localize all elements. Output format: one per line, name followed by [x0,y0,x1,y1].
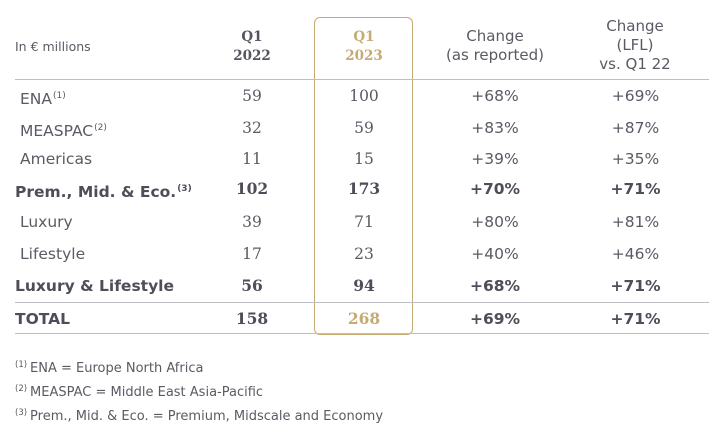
cell-q1-2023: 15 [354,150,374,168]
cell-change-lfl: +46% [611,245,660,263]
footnote-2: (2) MEASPAC = Middle East Asia-Pacific [15,384,264,400]
col-header-change-reported-line1: Change [466,27,524,45]
cell-q1-2022: 32 [242,119,262,137]
cell-q1-2023: 100 [349,87,379,105]
total-rule [15,302,709,303]
cell-change-reported: +70% [469,180,521,198]
table-row-prem-mid-eco: Prem., Mid. & Eco.(3) 102 173 +70% +71% [0,174,720,204]
col-header-change-lfl-line3: vs. Q1 22 [599,55,671,73]
cell-q1-2022: 59 [242,87,262,105]
highlight-column-frame [314,17,413,335]
cell-change-reported: +69% [469,310,521,328]
col-header-change-reported: Change (as reported) [425,27,565,65]
cell-change-reported: +39% [471,150,519,168]
units-caption: In € millions [15,39,91,54]
cell-change-lfl: +71% [610,277,661,295]
cell-q1-2023: 268 [347,309,381,328]
footnote-ref: (1) [53,91,66,101]
col-header-change-lfl-line2: (LFL) [616,36,654,54]
cell-q1-2023: 71 [354,213,374,231]
col-header-q1-2022: Q1 2022 [212,28,292,66]
col-header-change-lfl: Change (LFL) vs. Q1 22 [570,17,700,74]
footnote-ref: (2) [94,123,107,133]
row-label: MEASPAC(2) [20,122,107,140]
footnote-mark: (2) [15,384,28,394]
cell-change-reported: +80% [471,213,519,231]
table-row-luxury: Luxury 39 71 +80% +81% [0,207,720,237]
row-label: Prem., Mid. & Eco.(3) [15,183,192,201]
footnote-3: (3) Prem., Mid. & Eco. = Premium, Midscal… [15,408,384,424]
col-header-q1-2023: Q1 2023 [324,28,404,66]
cell-q1-2023: 94 [353,276,375,295]
cell-q1-2022: 11 [242,150,262,168]
cell-q1-2022: 102 [235,179,269,198]
cell-change-lfl: +69% [611,87,660,105]
cell-change-reported: +40% [471,245,519,263]
col-header-q1-2022-line1: Q1 [241,29,263,45]
table-row-measpac: MEASPAC(2) 32 59 +83% +87% [0,113,720,143]
cell-q1-2022: 158 [235,309,269,328]
footer-rule [15,333,709,334]
col-header-change-reported-line2: (as reported) [445,46,545,64]
cell-q1-2022: 17 [242,245,262,263]
cell-q1-2023: 23 [354,245,374,263]
row-label: TOTAL [15,310,70,328]
footnote-mark: (3) [15,408,28,418]
cell-q1-2023: 173 [347,179,381,198]
cell-change-lfl: +35% [611,150,660,168]
table-row-total: TOTAL 158 268 +69% +71% [0,304,720,334]
cell-change-reported: +68% [469,277,521,295]
cell-q1-2022: 56 [241,276,263,295]
row-label: ENA(1) [20,90,66,108]
header-rule [15,79,709,80]
table-row-americas: Americas 11 15 +39% +35% [0,144,720,174]
table-row-luxury-lifestyle: Luxury & Lifestyle 56 94 +68% +71% [0,271,720,301]
cell-change-lfl: +81% [611,213,660,231]
cell-change-lfl: +87% [611,119,660,137]
cell-change-reported: +68% [471,87,519,105]
col-header-change-lfl-line1: Change [606,17,664,35]
row-label: Lifestyle [20,245,86,263]
footnote-mark: (1) [15,360,28,370]
footnote-1: (1) ENA = Europe North Africa [15,360,204,376]
row-label: Americas [20,150,93,168]
col-header-q1-2022-line2: 2022 [233,48,271,64]
footnote-ref: (3) [177,184,192,194]
col-header-q1-2023-line1: Q1 [353,29,375,45]
col-header-q1-2023-line2: 2023 [345,48,383,64]
row-label: Luxury & Lifestyle [15,277,175,295]
cell-q1-2023: 59 [354,119,374,137]
cell-change-reported: +83% [471,119,519,137]
cell-q1-2022: 39 [242,213,262,231]
row-label: Luxury [20,213,73,231]
cell-change-lfl: +71% [610,180,661,198]
table-row-ena: ENA(1) 59 100 +68% +69% [0,81,720,111]
cell-change-lfl: +71% [610,310,661,328]
table-row-lifestyle: Lifestyle 17 23 +40% +46% [0,239,720,269]
